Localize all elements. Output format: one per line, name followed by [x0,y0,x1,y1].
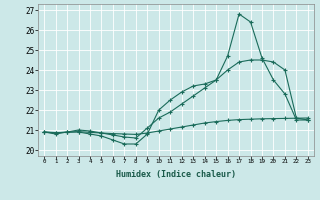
X-axis label: Humidex (Indice chaleur): Humidex (Indice chaleur) [116,170,236,179]
